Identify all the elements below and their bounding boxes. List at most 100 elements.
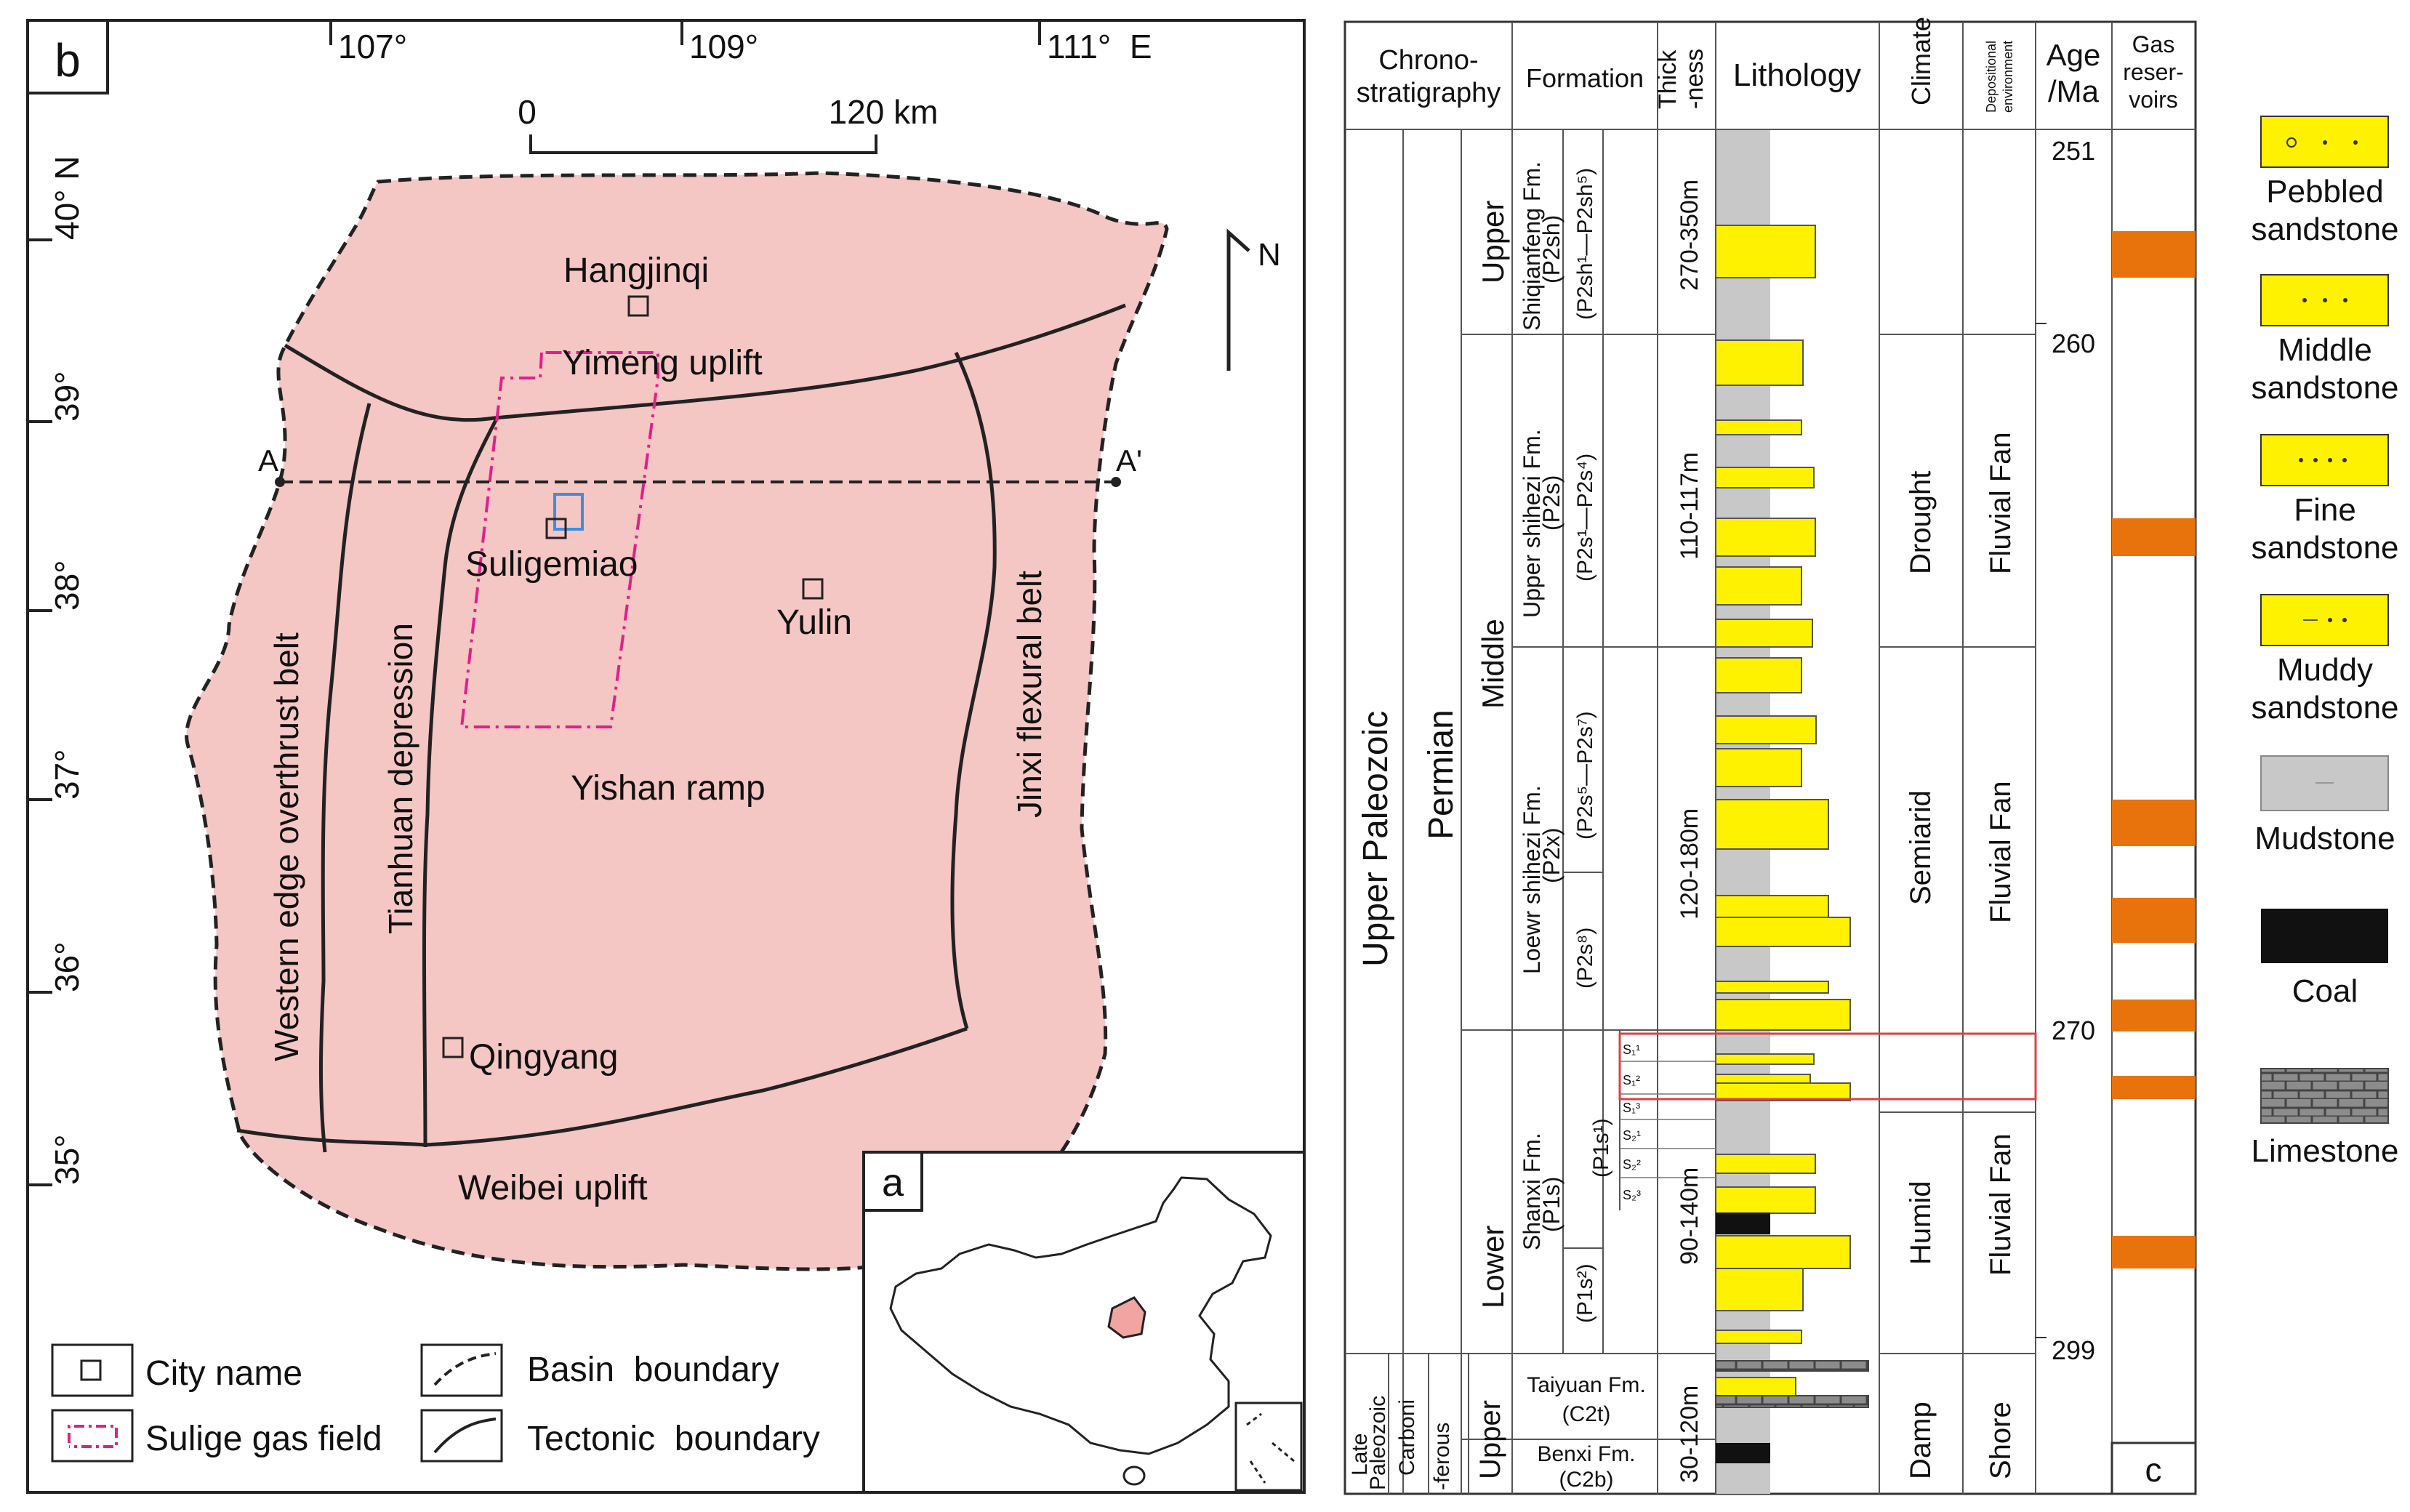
- thickness-label: 270-350m: [1676, 180, 1703, 291]
- sandstone-bed: [1715, 566, 1802, 606]
- limestone-bed: [1715, 1395, 1869, 1408]
- sandstone-bed: [1715, 715, 1817, 744]
- longitude-ticks: [329, 20, 1041, 45]
- city-label-qingyang: Qingyang: [469, 1038, 618, 1077]
- header-chrono: Chrono-: [1378, 45, 1478, 76]
- sublayer-label: S₂¹: [1623, 1128, 1641, 1143]
- legend-muddy: Muddy: [2277, 652, 2373, 688]
- header-lithology: Lithology: [1733, 57, 1861, 93]
- header-gas: Gas: [2132, 31, 2175, 57]
- latitude-label: 40° N: [48, 156, 86, 240]
- latitude-label: 38°: [48, 560, 86, 611]
- sandstone-bed: [1715, 225, 1816, 278]
- sublayer-label: S₁³: [1623, 1101, 1640, 1115]
- header-age: /Ma: [2048, 74, 2100, 108]
- latitude-label: 35°: [48, 1134, 86, 1185]
- panel-label-box: [2110, 1441, 2197, 1495]
- gas-reservoir-bar: [2112, 898, 2196, 943]
- header-gas: voirs: [2129, 87, 2178, 113]
- sandstone-bed: [1715, 419, 1802, 435]
- latitude-label: 37°: [48, 749, 86, 800]
- column-panel: Chrono- stratigraphy Formation Thick -ne…: [1343, 17, 2197, 1495]
- erathem-upper-paleozoic: Upper Paleozoic: [1357, 711, 1395, 967]
- longitude-label: 109°: [689, 28, 758, 65]
- legend-fine: Fine: [2294, 492, 2356, 528]
- formation-taiyuan: Taiyuan Fm.: [1527, 1373, 1645, 1397]
- climate-label: Drought: [1905, 471, 1937, 574]
- gas-reservoir-bar: [2112, 518, 2196, 556]
- environment-label: Fluvial Fan: [1985, 432, 2017, 574]
- island-lines: [1246, 1412, 1295, 1484]
- panel-label-b: b: [55, 34, 81, 87]
- gas-reservoir-bar: [2112, 1236, 2196, 1268]
- series-lower: Lower: [1476, 1226, 1510, 1308]
- city-label-hangjinqi: Hangjinqi: [563, 252, 709, 290]
- erathem-paleozoic: Paleozoic: [1366, 1396, 1390, 1490]
- legend-tectonic: Tectonic boundary: [527, 1420, 820, 1458]
- lithology-beds: [1715, 225, 1869, 1463]
- sandstone-bed: [1715, 799, 1829, 850]
- city-marker: [442, 1037, 464, 1058]
- erathem-late: Late: [1348, 1433, 1372, 1476]
- coal-bed: [1716, 1443, 1770, 1463]
- legend-swatch-limestone: [2260, 1068, 2389, 1124]
- age-label: 299: [2052, 1335, 2095, 1365]
- legend-swatch-fine: [2260, 434, 2389, 486]
- thickness-label: 120-180m: [1676, 808, 1703, 920]
- legend-muddy: sandstone: [2251, 690, 2398, 725]
- header-climate: Climate: [1906, 17, 1936, 105]
- legend-city: City name: [145, 1354, 302, 1393]
- sublayer-label: S₁¹: [1623, 1042, 1640, 1057]
- system-permian: Permian: [1422, 709, 1461, 840]
- inset-label-a: a: [882, 1161, 904, 1205]
- legend-limestone: Limestone: [2251, 1133, 2398, 1169]
- city-marker: [802, 578, 824, 600]
- formation-benxi: Benxi Fm.: [1537, 1442, 1635, 1466]
- tectonic-boundaries: [236, 303, 1126, 1153]
- panel-label-c: c: [2145, 1451, 2162, 1489]
- environment-label: Fluvial Fan: [1985, 781, 2017, 923]
- sandstone-bed: [1715, 339, 1804, 386]
- system-ferous: -ferous: [1430, 1423, 1454, 1490]
- tectonic-symbol: [433, 1418, 497, 1454]
- sulige-gas-field-outline: [459, 351, 659, 728]
- formation-shanxi-code: (P1s): [1538, 1177, 1565, 1232]
- member-p1s1: (P1s¹): [1589, 1118, 1613, 1178]
- gas-reservoir-bar: [2112, 1076, 2196, 1099]
- climate-label: Semiarid: [1905, 790, 1937, 905]
- formation-benxi-code: (C2b): [1559, 1468, 1613, 1492]
- scale-bar: 0 120 km: [518, 93, 938, 154]
- header-gas: reser-: [2123, 59, 2184, 85]
- limestone-bed: [1715, 1360, 1869, 1372]
- section-a-prime-label: A': [1116, 443, 1142, 478]
- climate-label: Humid: [1905, 1181, 1937, 1265]
- legend-fine: sandstone: [2251, 530, 2398, 566]
- legend-mudstone: Mudstone: [2254, 821, 2395, 856]
- sandstone-bed: [1715, 1186, 1816, 1214]
- age-label: 270: [2052, 1016, 2095, 1045]
- formation-lower-shihezi: Loewr shihezi Fm.: [1519, 785, 1545, 974]
- header-depositional: Depositional: [1984, 41, 1999, 113]
- sandstone-bed: [1715, 999, 1851, 1031]
- age-label: 260: [2052, 329, 2095, 358]
- legend-pebbled: Pebbled: [2266, 174, 2383, 209]
- panel-label-box: [26, 19, 109, 94]
- sandstone-bed: [1715, 1268, 1804, 1311]
- sandstone-bed: [1715, 895, 1829, 918]
- member-p2s-upper: (P2s¹—P2s⁴): [1573, 454, 1597, 582]
- sandstone-bed: [1715, 1053, 1815, 1065]
- header-formation: Formation: [1526, 63, 1644, 93]
- sandstone-bed: [1715, 748, 1802, 787]
- environment-label: Fluvial Fan: [1985, 1133, 2017, 1276]
- sublayer-label: S₂³: [1623, 1188, 1641, 1202]
- gas-reservoir-bar: [2112, 231, 2196, 278]
- unit-label-yimeng: Yimeng uplift: [562, 344, 763, 382]
- city-label-yulin: Yulin: [776, 603, 852, 642]
- lithology-legend: Pebbled sandstone Middle sandstone Fine …: [2251, 116, 2399, 1169]
- thickness-label: 30-120m: [1676, 1386, 1703, 1483]
- map-panel: b 107° 109° 111° E 40° N 39° 38° 37° 36°…: [26, 19, 1306, 1494]
- city-label-suligemiao: Suligemiao: [465, 545, 638, 584]
- latitude-label: 39°: [48, 371, 86, 422]
- sandstone-bed: [1715, 518, 1816, 557]
- legend-middle: Middle: [2278, 332, 2372, 368]
